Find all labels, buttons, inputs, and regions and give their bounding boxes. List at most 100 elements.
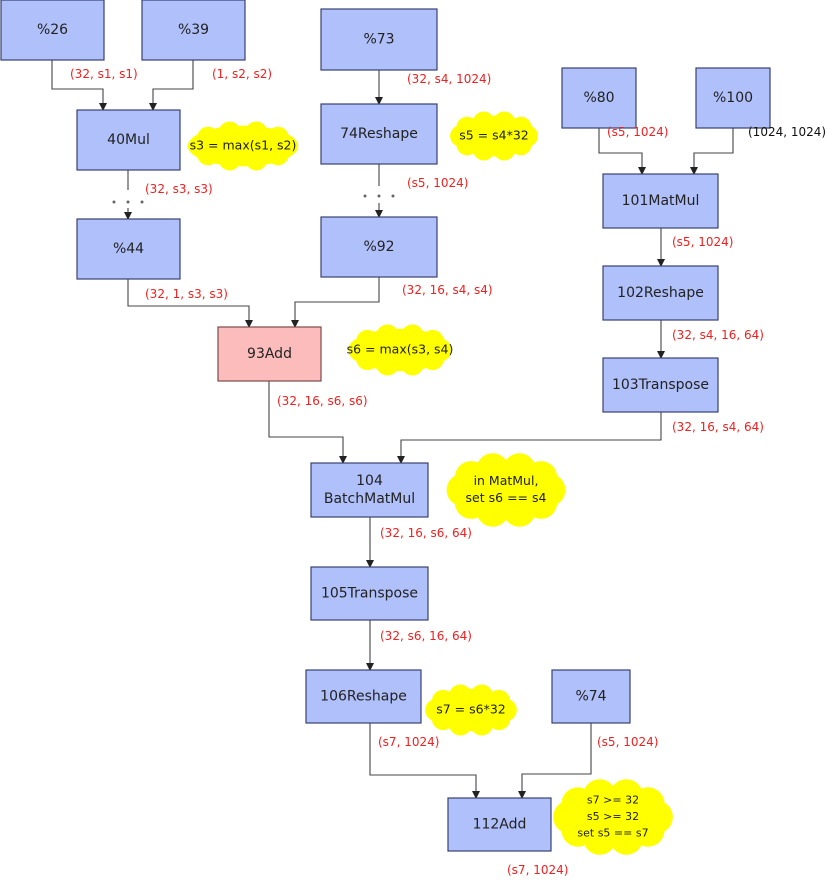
edge-shape-label: (s7, 1024) [507, 863, 568, 877]
node-box [76, 109, 181, 171]
edge-shape-label: (s5, 1024) [407, 176, 468, 190]
edge-shape-label: (s5, 1024) [607, 125, 668, 139]
ellipsis-dot [112, 200, 116, 204]
node-106reshape: 106Reshape [305, 669, 422, 724]
edge-shape-label: (32, 16, s4, 64) [672, 420, 764, 434]
node-box [76, 218, 181, 280]
edge-shape-label: (32, s4, 1024) [407, 72, 491, 86]
node-label: 104 [356, 473, 383, 489]
annotation-cloud: s3 = max(s1, s2) [187, 121, 299, 171]
ellipsis-dot [126, 200, 130, 204]
annotation-text: set s6 == s4 [466, 490, 547, 505]
annotation-text: s5 >= 32 [587, 810, 639, 823]
node-pct100: %100 [695, 67, 771, 129]
node-pct44: %44 [76, 218, 181, 280]
node-pct80: %80 [561, 67, 637, 129]
node-label: %73 [363, 32, 394, 48]
node-box [320, 103, 438, 165]
node-box [310, 462, 429, 518]
annotation-text: s6 = max(s3, s4) [347, 342, 454, 357]
edge-arrow [291, 277, 380, 328]
annotation-cloud: s5 = s4*32 [450, 111, 538, 161]
node-112add: 112Add [447, 797, 552, 852]
edge-shape-label: (32, 1, s3, s3) [145, 287, 228, 301]
edge-arrow [268, 381, 347, 464]
node-pct73: %73 [320, 8, 438, 71]
node-box [320, 8, 438, 71]
edge-shape-label: (s5, 1024) [597, 735, 658, 749]
node-label: 101MatMul [622, 193, 700, 209]
node-label: 112Add [473, 817, 527, 833]
edge-arrow [127, 279, 253, 328]
edge-shape-label: (1024, 1024) [748, 125, 826, 139]
node-box [217, 326, 322, 382]
node-box [310, 566, 429, 621]
node-label: BatchMatMul [324, 491, 415, 507]
annotation-cloud: in MatMul, set s6 == s4 [446, 453, 566, 527]
node-93add: 93Add [217, 326, 322, 382]
ellipsis-dot [391, 194, 395, 198]
node-label: %80 [583, 90, 614, 106]
edge-arrow [397, 412, 662, 464]
node-box [602, 265, 719, 321]
node-box [551, 669, 631, 724]
node-103transpose: 103Transpose [602, 357, 719, 413]
node-box [561, 67, 637, 129]
edge-shape-label: (s7, 1024) [378, 735, 439, 749]
node-label: 93Add [247, 346, 292, 362]
annotation-text: s7 = s6*32 [436, 702, 506, 717]
edge-arrow [690, 128, 734, 175]
node-box [320, 216, 438, 278]
node-105transpose: 105Transpose [310, 566, 429, 621]
edge-shape-label: (32, 16, s4, s4) [402, 283, 493, 297]
edge-shape-label: (s5, 1024) [672, 235, 733, 249]
node-label: 105Transpose [321, 586, 418, 602]
node-pct74: %74 [551, 669, 631, 724]
node-box [305, 669, 422, 724]
node-box [141, 0, 246, 61]
annotation-cloud: s6 = max(s3, s4) [347, 324, 454, 376]
annotation-text: in MatMul, [474, 473, 539, 488]
annotation-text: s7 >= 32 [587, 794, 639, 807]
edge-shape-label: (32, s6, 16, 64) [380, 629, 472, 643]
node-box [0, 0, 105, 61]
node-label: 74Reshape [340, 126, 418, 142]
edge-shape-label: (32, 16, s6, s6) [277, 394, 368, 408]
node-box [447, 797, 552, 852]
annotation-text: s3 = max(s1, s2) [190, 138, 297, 153]
ellipsis-dot [363, 194, 367, 198]
node-box [602, 173, 719, 229]
edge-arrow [149, 60, 194, 111]
node-101matmul: 101MatMul [602, 173, 719, 229]
node-label: %39 [178, 22, 209, 38]
edge-arrow [598, 128, 646, 175]
node-104-batchmatmul: 104 BatchMatMul [310, 462, 429, 518]
node-label: 106Reshape [320, 689, 407, 705]
node-pct92: %92 [320, 216, 438, 278]
edge-arrow [369, 723, 480, 799]
node-pct26: %26 [0, 0, 105, 61]
node-label: 102Reshape [617, 285, 704, 301]
edge-arrow [51, 60, 107, 111]
node-box [695, 67, 771, 129]
node-label: %74 [575, 689, 606, 705]
annotation-text: set s5 == s7 [577, 827, 648, 840]
node-label: 103Transpose [612, 377, 709, 393]
annotation-cloud: s7 = s6*32 [425, 684, 517, 736]
node-label: %100 [713, 90, 753, 106]
edge-shape-label: (32, s3, s3) [145, 182, 213, 196]
node-pct39: %39 [141, 0, 246, 61]
node-74reshape: 74Reshape [320, 103, 438, 165]
edge-arrow [518, 723, 592, 799]
node-label: 40Mul [107, 132, 150, 148]
annotation-cloud: s7 >= 32 s5 >= 32 set s5 == s7 [553, 779, 673, 855]
ellipsis-dot [140, 200, 144, 204]
node-102reshape: 102Reshape [602, 265, 719, 321]
edge-shape-label: (32, 16, s6, 64) [380, 526, 472, 540]
node-label: %92 [363, 239, 394, 255]
edge-shape-label: (32, s4, 16, 64) [672, 328, 764, 342]
node-box [602, 357, 719, 413]
node-40mul: 40Mul [76, 109, 181, 171]
annotation-text: s5 = s4*32 [459, 128, 529, 143]
